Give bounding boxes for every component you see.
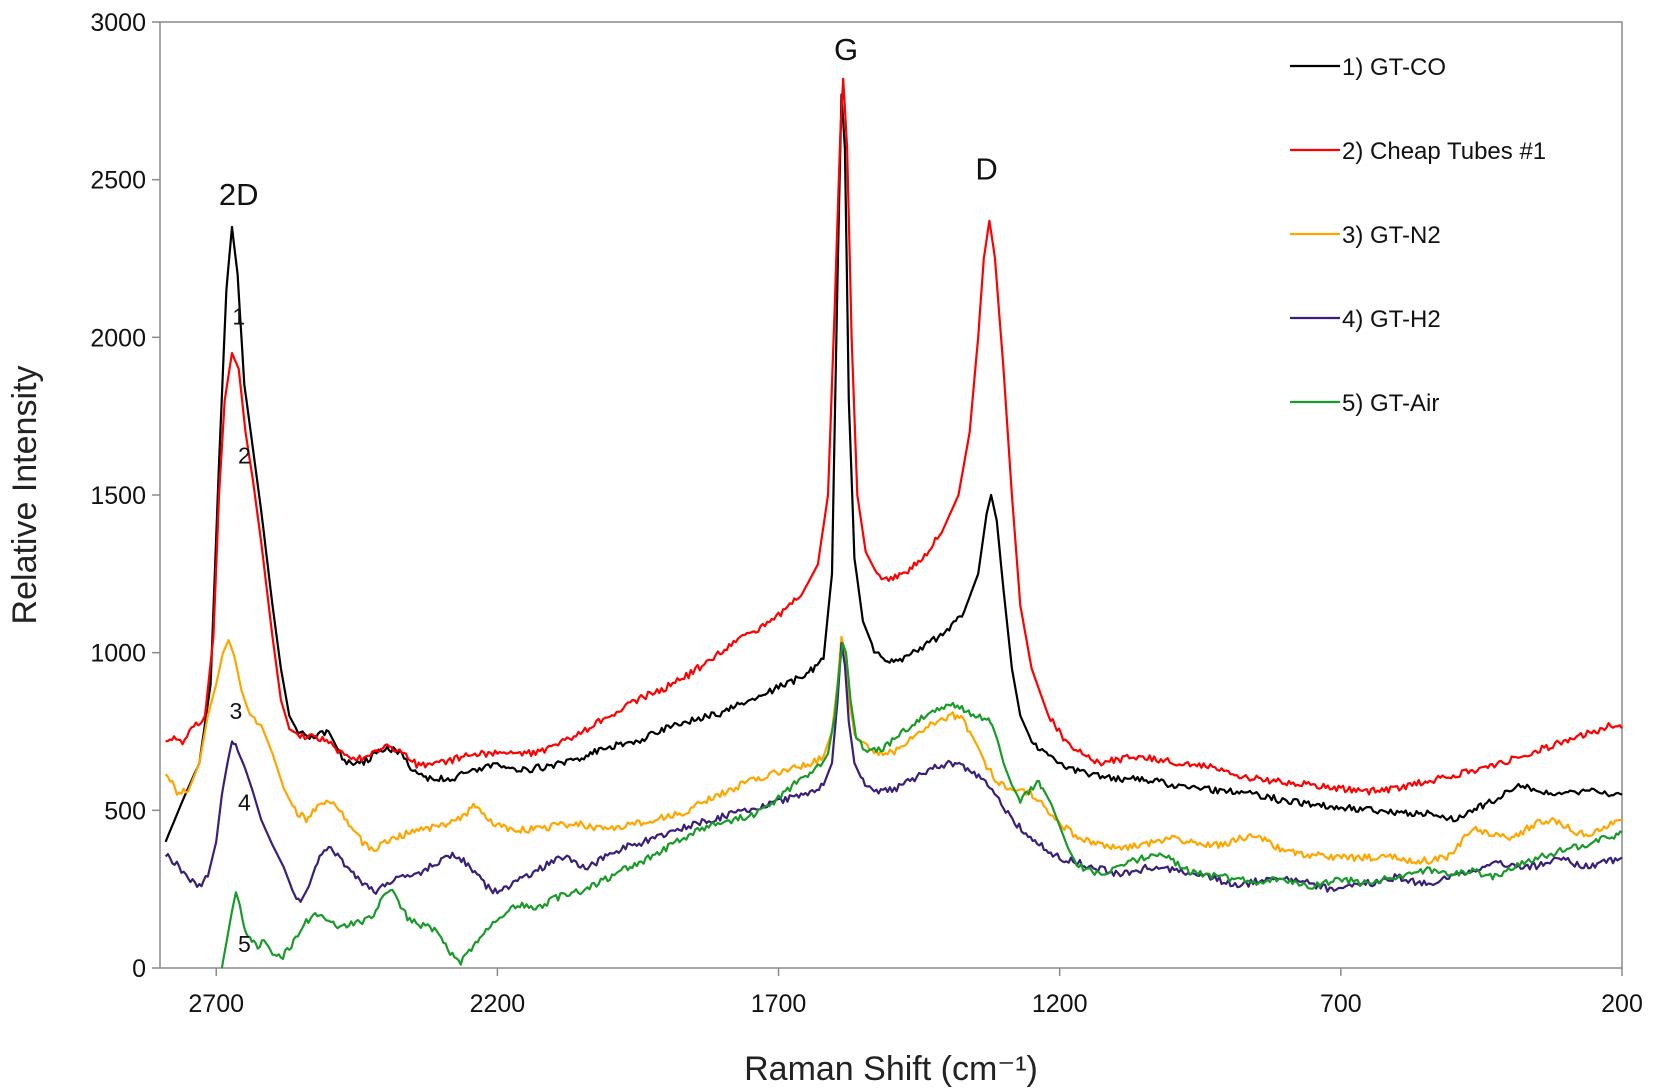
y-tick-label: 2500 xyxy=(90,167,146,195)
x-axis-title: Raman Shift (cm⁻¹) xyxy=(744,1050,1038,1088)
legend-label: 2) Cheap Tubes #1 xyxy=(1342,138,1546,165)
y-tick-label: 1000 xyxy=(90,640,146,668)
peak-label-2d: 2D xyxy=(219,177,259,212)
y-tick-label: 500 xyxy=(104,797,146,825)
x-tick-label: 1700 xyxy=(751,990,807,1018)
y-tick-label: 2000 xyxy=(90,324,146,352)
y-tick-label: 0 xyxy=(132,955,146,983)
legend: 1) GT-CO 2) Cheap Tubes #1 3) GT-N2 4) GT-H… xyxy=(1290,54,1546,417)
annotations: 2D G D 1 2 3 4 5 xyxy=(219,32,998,957)
peak-label-d: D xyxy=(975,152,997,187)
legend-label: 5) GT-Air xyxy=(1342,390,1439,417)
peak-label-g: G xyxy=(834,32,858,67)
series-lines xyxy=(164,77,1623,969)
curve-number-label: 3 xyxy=(230,698,243,724)
series-line-1 xyxy=(164,93,1623,843)
y-tick-label: 1500 xyxy=(90,482,146,510)
series-line-2 xyxy=(165,77,1623,796)
x-tick-label: 700 xyxy=(1320,990,1362,1018)
y-tick-label: 3000 xyxy=(90,9,146,37)
x-tick-label: 2200 xyxy=(470,990,526,1018)
series-line-5 xyxy=(220,642,1623,969)
legend-label: 4) GT-H2 xyxy=(1342,306,1441,333)
curve-number-label: 1 xyxy=(232,304,245,330)
curve-number-label: 4 xyxy=(238,789,251,815)
legend-label: 1) GT-CO xyxy=(1342,54,1446,81)
curve-number-label: 5 xyxy=(238,931,251,957)
curve-number-label: 2 xyxy=(238,442,251,468)
y-axis-title: Relative Intensity xyxy=(6,366,44,625)
x-tick-label: 200 xyxy=(1601,990,1643,1018)
series-line-3 xyxy=(164,635,1623,865)
legend-label: 3) GT-N2 xyxy=(1342,222,1441,249)
x-tick-label: 1200 xyxy=(1032,990,1088,1018)
x-tick-label: 2700 xyxy=(188,990,244,1018)
series-line-4 xyxy=(164,642,1623,903)
